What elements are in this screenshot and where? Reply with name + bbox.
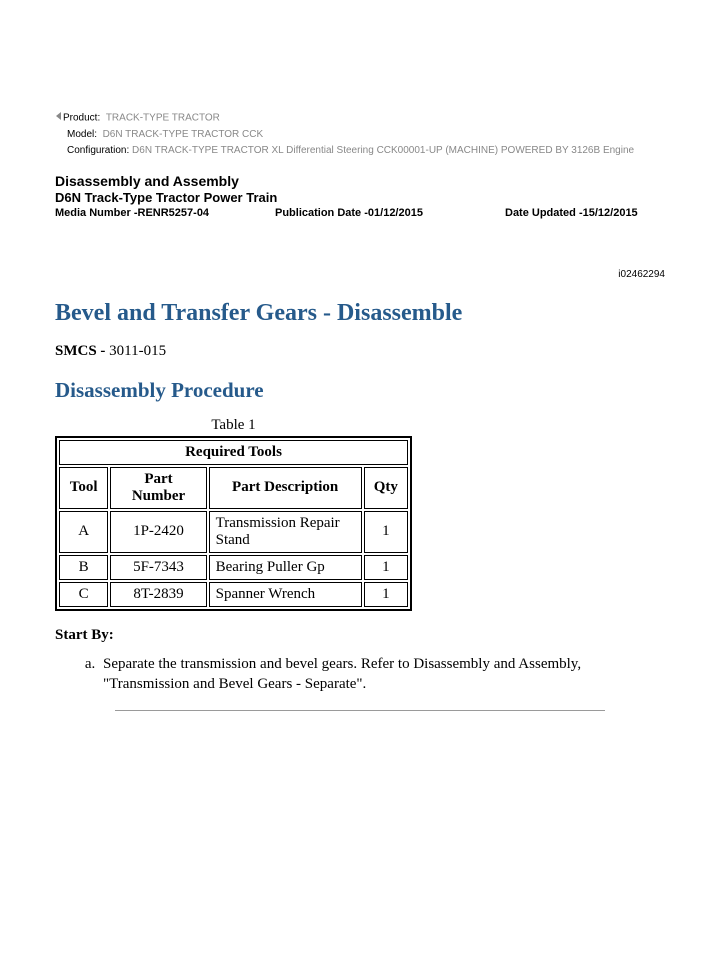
media-number: Media Number -RENR5257-04 xyxy=(55,207,275,219)
section-subtitle: D6N Track-Type Tractor Power Train xyxy=(55,190,665,205)
back-arrow-icon[interactable] xyxy=(55,110,63,126)
cell-qty: 1 xyxy=(364,582,408,607)
col-part-number: Part Number xyxy=(110,467,206,509)
cell-tool: C xyxy=(59,582,108,607)
table-title-row: Required Tools xyxy=(59,440,408,465)
cell-tool: A xyxy=(59,511,108,553)
model-line: Model: D6N TRACK-TYPE TRACTOR CCK xyxy=(55,127,665,143)
publication-date: Publication Date -01/12/2015 xyxy=(275,207,505,219)
col-part-desc: Part Description xyxy=(209,467,362,509)
cell-part-number: 1P-2420 xyxy=(110,511,206,553)
col-tool: Tool xyxy=(59,467,108,509)
cell-part-number: 8T-2839 xyxy=(110,582,206,607)
section-title: Disassembly and Assembly xyxy=(55,173,665,189)
sub-heading: Disassembly Procedure xyxy=(55,378,665,403)
table-row: B 5F-7343 Bearing Puller Gp 1 xyxy=(59,555,408,580)
table-title: Required Tools xyxy=(59,440,408,465)
smcs-label: SMCS - xyxy=(55,343,109,359)
table-row: A 1P-2420 Transmission Repair Stand 1 xyxy=(59,511,408,553)
start-by-label: Start By: xyxy=(55,627,665,644)
cell-qty: 1 xyxy=(364,511,408,553)
page: Product: TRACK-TYPE TRACTOR Model: D6N T… xyxy=(0,0,720,711)
publication-row: Media Number -RENR5257-04 Publication Da… xyxy=(55,207,665,219)
cell-part-desc: Transmission Repair Stand xyxy=(209,511,362,553)
table-header-row: Tool Part Number Part Description Qty xyxy=(59,467,408,509)
smcs-line: SMCS - 3011-015 xyxy=(55,343,665,360)
date-updated: Date Updated -15/12/2015 xyxy=(505,207,665,219)
list-item: Separate the transmission and bevel gear… xyxy=(99,654,665,695)
horizontal-rule xyxy=(115,710,605,711)
product-line: Product: TRACK-TYPE TRACTOR xyxy=(55,110,665,127)
smcs-value: 3011-015 xyxy=(109,343,166,359)
main-heading: Bevel and Transfer Gears - Disassemble xyxy=(55,300,665,327)
model-value: D6N TRACK-TYPE TRACTOR CCK xyxy=(103,129,264,140)
config-line: Configuration: D6N TRACK-TYPE TRACTOR XL… xyxy=(55,143,665,159)
cell-tool: B xyxy=(59,555,108,580)
config-label: Configuration: xyxy=(67,145,129,156)
metadata-block: Product: TRACK-TYPE TRACTOR Model: D6N T… xyxy=(55,110,665,159)
config-value: D6N TRACK-TYPE TRACTOR XL Differential S… xyxy=(132,145,634,156)
col-qty: Qty xyxy=(364,467,408,509)
table-caption: Table 1 xyxy=(55,417,412,434)
required-tools-table: Required Tools Tool Part Number Part Des… xyxy=(55,436,412,611)
cell-part-desc: Spanner Wrench xyxy=(209,582,362,607)
cell-part-number: 5F-7343 xyxy=(110,555,206,580)
cell-qty: 1 xyxy=(364,555,408,580)
start-by-list: Separate the transmission and bevel gear… xyxy=(55,654,665,695)
model-label: Model: xyxy=(67,129,97,140)
product-value: TRACK-TYPE TRACTOR xyxy=(106,113,220,124)
document-id: i02462294 xyxy=(55,269,665,280)
product-label: Product: xyxy=(63,113,100,124)
cell-part-desc: Bearing Puller Gp xyxy=(209,555,362,580)
table-row: C 8T-2839 Spanner Wrench 1 xyxy=(59,582,408,607)
